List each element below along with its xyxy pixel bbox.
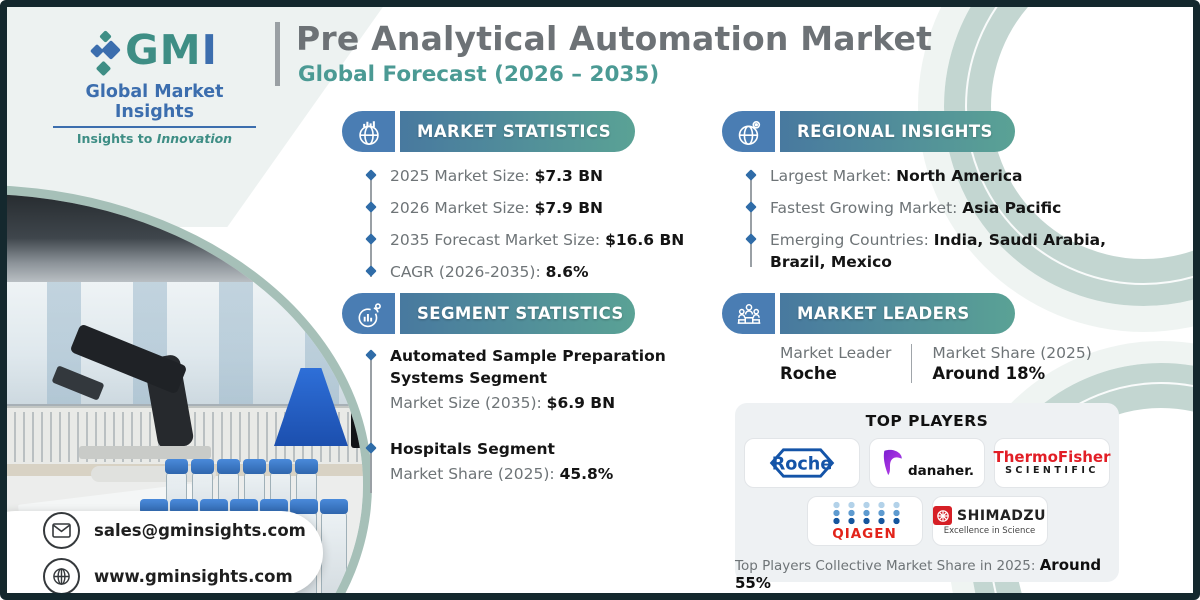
bullet-icon (745, 169, 757, 181)
lab-equipment-box (351, 354, 363, 448)
bullet-connector (370, 357, 372, 493)
collective-share-note: Top Players Collective Market Share in 2… (735, 556, 1102, 592)
qiagen-dots-icon (827, 500, 902, 525)
gmi-diamonds-icon (90, 30, 122, 81)
danaher-swoosh-icon (883, 449, 902, 476)
roche-logo: Roche (744, 438, 860, 488)
market-leader-value: Roche (780, 364, 837, 383)
brand-divider (53, 126, 256, 128)
thermofisher-logo: ThermoFisher SCIENTIFIC (994, 438, 1111, 488)
title-accent-bar (275, 22, 280, 86)
list-item: 2035 Forecast Market Size: $16.6 BN (365, 229, 697, 251)
brand-name: Global Market Insights (85, 82, 224, 122)
bullet-connector (370, 177, 372, 277)
globe-icon (43, 557, 80, 593)
list-item: Largest Market: North America (745, 165, 1142, 187)
bullet-icon (365, 201, 377, 213)
section-market-leaders-header: MARKET LEADERS (722, 293, 1015, 334)
market-leader-summary: Market Leader Roche Market Share (2025) … (780, 344, 1092, 383)
bullet-icon (365, 169, 377, 181)
vertical-divider (911, 344, 913, 383)
bullet-connector (750, 177, 752, 267)
list-item: Emerging Countries: India, Saudi Arabia,… (745, 229, 1142, 273)
page-title: Pre Analytical Automation Market (296, 19, 933, 58)
top-players-box: TOP PLAYERS Roche danaher. ThermoFisher … (735, 403, 1119, 592)
section-segment-statistics-header: SEGMENT STATISTICS (342, 293, 635, 334)
regional-insights-list: Largest Market: North America Fastest Gr… (745, 165, 1142, 283)
section-title: MARKET STATISTICS (400, 111, 635, 152)
market-leader-col: Market Leader Roche (780, 344, 891, 383)
contact-card: sales@gminsights.com www.gminsights.com (7, 511, 323, 593)
market-share-label: Market Share (2025) (932, 344, 1092, 362)
bullet-icon (365, 233, 377, 245)
bullet-icon (745, 233, 757, 245)
globe-chart-icon (342, 111, 395, 152)
gmi-logo: GMI Global Market Insights Insights to I… (47, 27, 262, 146)
market-statistics-list: 2025 Market Size: $7.3 BN 2026 Market Si… (365, 165, 697, 293)
section-regional-insights-header: REGIONAL INSIGHTS (722, 111, 1015, 152)
contact-email-text: sales@gminsights.com (94, 520, 306, 540)
gmi-lettermark: GMI (125, 26, 218, 74)
section-market-statistics-header: MARKET STATISTICS (342, 111, 635, 152)
list-item: Automated Sample Preparation Systems Seg… (365, 345, 697, 414)
podium-people-icon (722, 293, 775, 334)
bullet-icon (365, 265, 377, 277)
list-item: Hospitals Segment Market Share (2025): 45… (365, 438, 697, 485)
market-leader-label: Market Leader (780, 344, 892, 362)
shimadzu-badge-icon (933, 506, 953, 525)
bullet-icon (365, 349, 377, 361)
bullet-icon (365, 442, 377, 454)
contact-website[interactable]: www.gminsights.com (43, 557, 323, 593)
danaher-logo: danaher. (869, 438, 985, 488)
globe-pin-icon (722, 111, 775, 152)
list-item: 2026 Market Size: $7.9 BN (365, 197, 697, 219)
market-share-col: Market Share (2025) Around 18% (932, 344, 1091, 383)
list-item: CAGR (2026-2035): 8.6% (365, 261, 697, 283)
contact-email[interactable]: sales@gminsights.com (43, 511, 323, 549)
market-share-value: Around 18% (932, 364, 1046, 383)
qiagen-logo: QIAGEN (806, 496, 923, 546)
pie-chart-icon (342, 293, 395, 334)
bullet-icon (745, 201, 757, 213)
section-title: SEGMENT STATISTICS (400, 293, 635, 334)
svg-text:Roche: Roche (772, 454, 833, 474)
contact-website-text: www.gminsights.com (94, 566, 293, 586)
envelope-icon (43, 511, 80, 549)
top-players-title: TOP PLAYERS (865, 412, 989, 430)
brand-tagline: Insights to Innovation (76, 131, 233, 146)
segment-statistics-list: Automated Sample Preparation Systems Seg… (365, 345, 697, 509)
shimadzu-logo: SHIMADZU Excellence in Science (931, 496, 1048, 546)
list-item: Fastest Growing Market: Asia Pacific (745, 197, 1142, 219)
section-title: MARKET LEADERS (780, 293, 1015, 334)
list-item: 2025 Market Size: $7.3 BN (365, 165, 697, 187)
page-subtitle: Global Forecast (2026 – 2035) (298, 62, 660, 87)
section-title: REGIONAL INSIGHTS (780, 111, 1015, 152)
